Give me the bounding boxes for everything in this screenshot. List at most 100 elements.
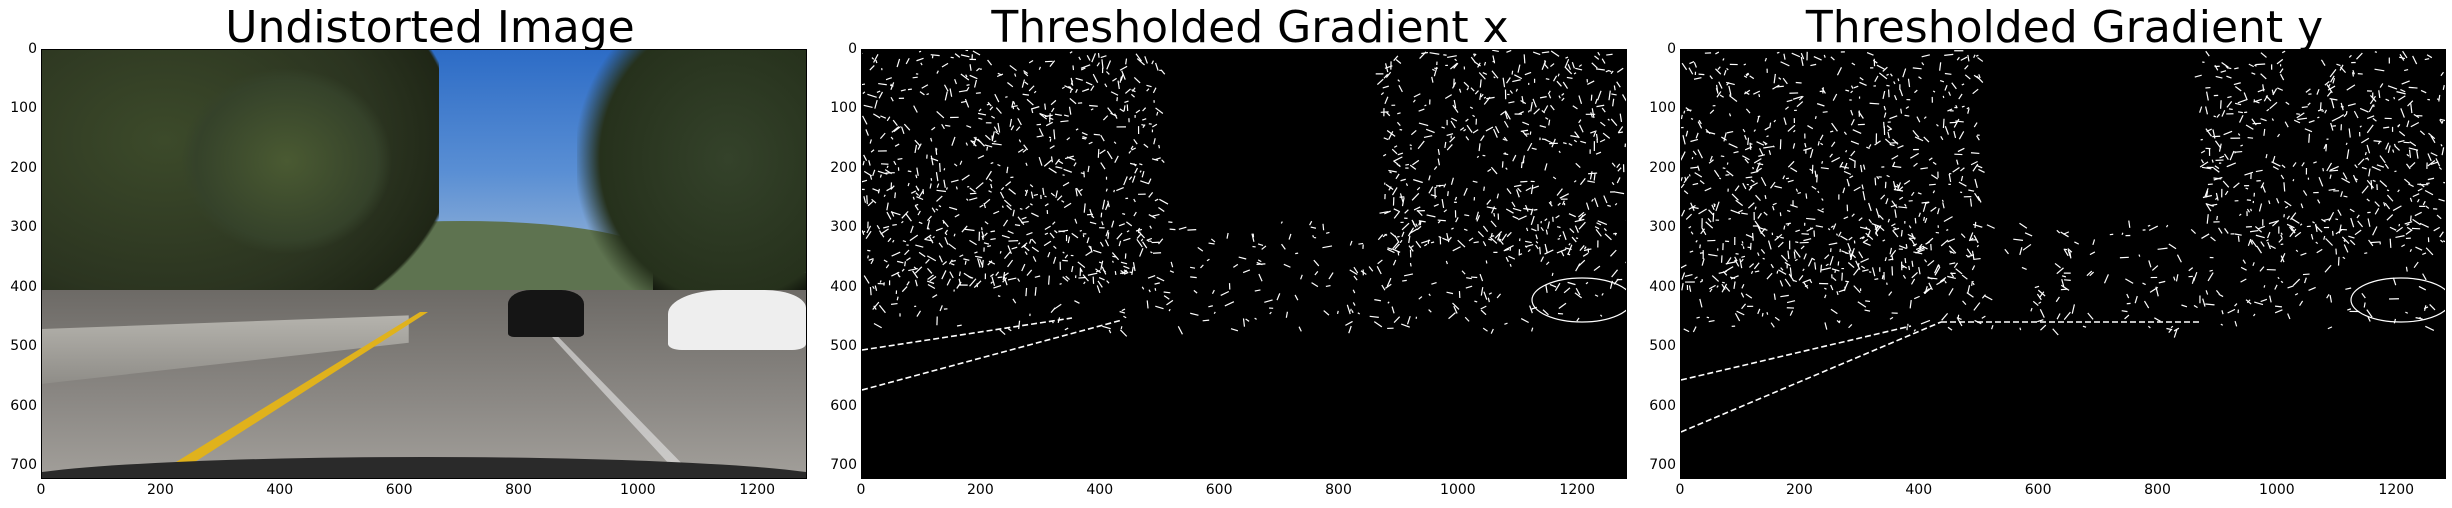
edge-segment [1091, 53, 1096, 63]
edge-segment [2034, 285, 2040, 289]
edge-segment [1913, 251, 1923, 255]
edge-segment [2212, 129, 2216, 139]
lane-edge-line [862, 317, 1073, 351]
edge-segment [904, 261, 906, 267]
edge-segment [1603, 228, 1607, 232]
edge-segment [869, 64, 875, 71]
edge-segment [1946, 228, 1949, 231]
edge-segment [1444, 141, 1447, 149]
edge-segment [2218, 293, 2224, 298]
edge-segment [2024, 232, 2033, 237]
edge-segment [1829, 255, 1834, 266]
edge-segment [2387, 145, 2391, 153]
edge-segment [1393, 211, 1400, 219]
edge-segment [2317, 116, 2320, 119]
edge-segment [1889, 73, 1893, 77]
edge-segment [1547, 90, 1551, 95]
edge-segment [2441, 147, 2445, 156]
edge-segment [2245, 187, 2249, 190]
edge-segment [1824, 287, 1827, 290]
edge-segment [938, 242, 943, 248]
edge-segment [2292, 179, 2295, 182]
edge-segment [1700, 228, 1705, 235]
edge-segment [1723, 132, 1727, 142]
edge-segment [1133, 76, 1141, 84]
edge-segment [977, 112, 987, 116]
edge-segment [1928, 282, 1933, 291]
edge-segment [1007, 277, 1017, 281]
edge-segment [1080, 172, 1084, 175]
edge-segment [1850, 85, 1854, 89]
edge-segment [2274, 305, 2283, 308]
edge-segment [1978, 168, 1985, 173]
edge-segment [964, 228, 975, 232]
edge-segment [1545, 117, 1549, 120]
edge-segment [900, 89, 906, 92]
edge-segment [2425, 325, 2435, 331]
edge-segment [1876, 175, 1880, 180]
edge-segment [1488, 238, 1493, 241]
edge-segment [1843, 162, 1848, 170]
edge-segment [1782, 77, 1788, 85]
edge-segment [1465, 118, 1469, 122]
edge-segment [2277, 87, 2284, 91]
edge-segment [2292, 162, 2297, 167]
edge-segment [2063, 311, 2071, 320]
edge-segment [862, 230, 866, 233]
edge-segment [1472, 180, 1478, 183]
edge-segment [1740, 292, 1745, 298]
edge-segment [2019, 247, 2023, 256]
edge-segment [1550, 104, 1555, 111]
edge-segment [1973, 257, 1981, 261]
edge-segment [1942, 118, 1945, 129]
edge-segment [1830, 56, 1835, 61]
edge-segment [1688, 225, 1692, 229]
edge-segment [2269, 245, 2276, 250]
edge-segment [1783, 117, 1787, 125]
edge-segment [1590, 112, 1594, 118]
edge-segment [1803, 238, 1812, 242]
edge-segment [2244, 171, 2254, 176]
edge-segment [886, 211, 892, 220]
edge-segment [2409, 248, 2412, 253]
edge-segment [2368, 239, 2374, 247]
edge-segment [1345, 320, 1353, 326]
edge-segment [1974, 192, 1981, 202]
edge-segment [944, 236, 949, 245]
edge-segment [990, 162, 994, 165]
edge-segment [977, 155, 985, 159]
edge-segment [1958, 131, 1965, 140]
edge-segment [2367, 316, 2371, 322]
edge-segment [1452, 302, 1460, 310]
edge-segment [978, 108, 982, 112]
edge-segment [1081, 132, 1088, 136]
edge-segment [1889, 143, 1895, 147]
edge-segment [2019, 222, 2028, 229]
edge-segment [2193, 271, 2198, 282]
edge-segment [1715, 88, 1719, 93]
edge-segment [2327, 85, 2336, 91]
edge-segment [918, 50, 922, 53]
edge-segment [2397, 189, 2400, 193]
edge-segment [1742, 128, 1746, 133]
edge-segment [1122, 213, 1126, 215]
edge-segment [1794, 258, 1798, 262]
edge-segment [1795, 188, 1799, 192]
edge-segment [1269, 311, 1272, 315]
edge-segment [2250, 240, 2254, 245]
edge-segment [946, 278, 952, 286]
edge-segment [1575, 287, 1581, 296]
edge-segment [1474, 90, 1479, 95]
edge-segment [2268, 200, 2271, 205]
edge-segment [1789, 267, 1792, 278]
edge-segment [953, 163, 958, 167]
edge-segment [1729, 95, 1738, 102]
edge-segment [1254, 317, 1257, 320]
edge-segment [1928, 157, 1933, 161]
edge-segment [1047, 251, 1051, 258]
edge-segment [1383, 73, 1389, 79]
edge-segment [1394, 235, 1400, 243]
x-tick-label: 0 [1675, 482, 1685, 498]
edge-segment [1790, 167, 1798, 173]
edge-segment [1594, 294, 1599, 297]
